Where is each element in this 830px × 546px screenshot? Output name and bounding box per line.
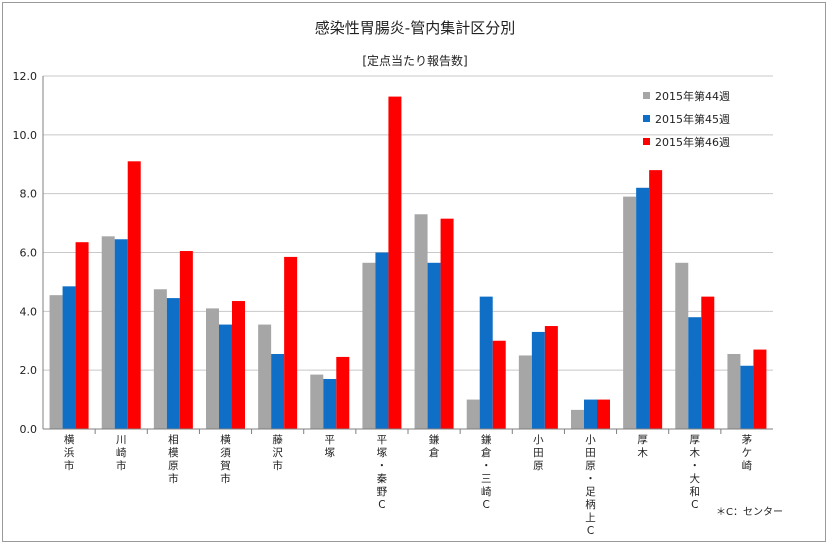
y-tick-label: 4.0 <box>20 305 38 318</box>
bar <box>271 353 285 429</box>
y-tick-label: 10.0 <box>13 129 38 142</box>
bar <box>75 242 89 429</box>
bar <box>206 308 219 429</box>
bar <box>688 317 702 429</box>
bar <box>414 214 428 429</box>
bar <box>232 301 245 429</box>
legend-swatch <box>643 138 650 145</box>
x-axis-labels: 横浜市 川崎市 相模原市 横須賀市 藤沢市 平塚 平塚・秦野 C 鎌倉 鎌倉・三崎 C 小田原 小田原・… <box>64 433 753 537</box>
x-category-label: 藤沢市 <box>272 434 283 472</box>
y-tick-label: 0.0 <box>20 423 38 436</box>
bar <box>375 252 389 429</box>
bar <box>636 187 650 429</box>
chart-subtitle: [定点当たり報告数] <box>362 53 467 68</box>
bar <box>427 262 441 429</box>
bars <box>49 96 767 429</box>
bar <box>701 296 715 429</box>
footnote: ＊C：センター <box>716 506 783 518</box>
bar <box>49 295 63 429</box>
y-tick-label: 8.0 <box>20 188 38 201</box>
y-tick-label: 2.0 <box>20 364 38 377</box>
bar <box>166 298 180 429</box>
y-tick-label: 12.0 <box>13 70 38 83</box>
bar <box>584 399 597 429</box>
bar <box>336 356 350 429</box>
chart-title: 感染性胃腸炎-管内集計区分別 <box>315 19 515 37</box>
bar <box>649 170 663 429</box>
x-category-label: 川崎市 <box>116 434 127 472</box>
bar <box>479 296 493 429</box>
bar <box>440 218 454 429</box>
bar <box>531 331 545 429</box>
x-category-label: 横須賀市 <box>220 433 231 485</box>
x-category-label: 厚木 <box>637 434 648 459</box>
bar <box>388 96 402 429</box>
legend-swatch <box>643 92 650 99</box>
x-category-label: 平塚・秦野 C <box>377 434 388 511</box>
bar <box>362 262 376 429</box>
bar <box>466 399 480 429</box>
bar <box>675 262 689 429</box>
bar <box>127 161 141 429</box>
bar <box>101 236 115 429</box>
x-category-label: 小田原 <box>533 434 544 472</box>
bar <box>179 251 193 429</box>
x-category-label: 相模原市 <box>168 433 179 485</box>
bar <box>219 324 232 429</box>
x-category-label: 小田原・足柄上 C <box>585 434 596 537</box>
y-tick-label: 6.0 <box>20 247 38 260</box>
x-category-label: 横浜市 <box>64 433 75 472</box>
bar <box>753 349 767 429</box>
legend-label: 2015年第45週 <box>655 112 730 126</box>
bar <box>284 256 298 429</box>
bar <box>114 239 128 429</box>
bar <box>153 289 167 429</box>
bar <box>310 374 324 429</box>
bar <box>727 353 741 429</box>
x-category-label: 茅ケ崎 <box>742 434 753 472</box>
bar <box>544 326 558 429</box>
bar <box>258 324 272 429</box>
bar <box>518 355 532 429</box>
bar <box>740 365 754 429</box>
x-category-label: 鎌倉・三崎 C <box>481 433 492 511</box>
bar <box>323 378 337 429</box>
legend-swatch <box>643 115 650 122</box>
bar <box>623 196 637 429</box>
legend-label: 2015年第46週 <box>655 135 730 149</box>
legend-label: 2015年第44週 <box>655 89 730 103</box>
x-category-label: 厚木・大和 C <box>690 434 701 511</box>
bar <box>597 399 610 429</box>
bar <box>571 409 584 429</box>
y-axis-ticks: 0.0 2.0 4.0 6.0 8.0 10.0 12.0 <box>13 70 38 436</box>
x-category-label: 鎌倉 <box>429 433 440 459</box>
bar-chart: 感染性胃腸炎-管内集計区分別 [定点当たり報告数] 0.0 2.0 4.0 6.0 8.… <box>13 19 784 537</box>
axes <box>42 76 773 434</box>
legend: 2015年第44週 2015年第45週 2015年第46週 <box>643 89 730 149</box>
bar <box>492 340 506 429</box>
x-category-label: 平塚 <box>325 434 336 459</box>
bar <box>62 286 76 429</box>
